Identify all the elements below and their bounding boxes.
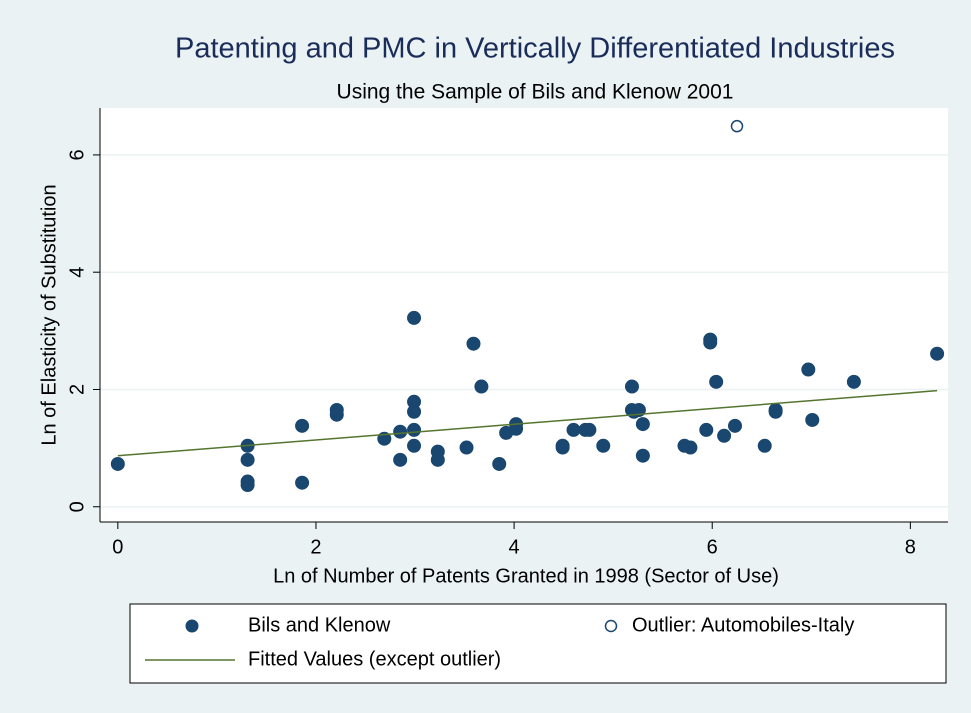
point: [717, 428, 732, 443]
x-tick-label: 6: [707, 536, 718, 558]
point: [757, 438, 772, 453]
chart-subtitle: Using the Sample of Bils and Klenow 2001: [337, 81, 734, 104]
legend-label: Bils and Klenow: [248, 614, 391, 636]
point: [240, 478, 255, 493]
point: [683, 440, 698, 455]
y-axis-title: Ln of Elasticity of Substitution: [38, 184, 60, 445]
point: [295, 475, 310, 490]
fit-line: [117, 389, 938, 457]
point: [930, 346, 945, 361]
point: [805, 412, 820, 427]
x-tick-label: 2: [310, 536, 321, 558]
point: [407, 404, 422, 419]
legend: [129, 603, 947, 684]
y-tick-label: 4: [66, 267, 88, 278]
point: [582, 422, 597, 437]
point: [596, 438, 611, 453]
point: [492, 456, 507, 471]
point: [329, 407, 344, 422]
point: [635, 417, 650, 432]
legend-marker: [185, 619, 199, 633]
point: [635, 448, 650, 463]
point: [466, 336, 481, 351]
legend-label: Fitted Values (except outlier): [248, 648, 501, 670]
point: [393, 452, 408, 467]
point: [703, 335, 718, 350]
point: [393, 424, 408, 439]
legend-marker: [604, 619, 618, 633]
x-axis-title: Ln of Number of Patents Granted in 1998 …: [273, 565, 779, 587]
y-tick-label: 0: [66, 501, 88, 512]
point: [295, 418, 310, 433]
point: [407, 422, 422, 437]
legend-label: Outlier: Automobiles-Italy: [632, 614, 854, 636]
point: [555, 440, 570, 455]
chart-title: Patenting and PMC in Vertically Differen…: [175, 33, 895, 65]
point: [407, 438, 422, 453]
point: [407, 310, 422, 325]
point: [240, 452, 255, 467]
outlier-point: [730, 119, 744, 133]
point: [846, 374, 861, 389]
x-tick-label: 4: [509, 536, 520, 558]
point: [768, 404, 783, 419]
point: [566, 422, 581, 437]
y-tick-label: 2: [66, 384, 88, 395]
point: [509, 421, 524, 436]
point: [110, 456, 125, 471]
point: [699, 422, 714, 437]
point: [459, 440, 474, 455]
point: [631, 402, 646, 417]
y-tick-label: 6: [66, 149, 88, 160]
point: [624, 379, 639, 394]
point: [709, 374, 724, 389]
plot-area: [100, 108, 948, 522]
point: [801, 362, 816, 377]
point: [430, 452, 445, 467]
point: [728, 418, 743, 433]
x-tick-label: 0: [112, 536, 123, 558]
x-tick-label: 8: [905, 536, 916, 558]
point: [474, 379, 489, 394]
